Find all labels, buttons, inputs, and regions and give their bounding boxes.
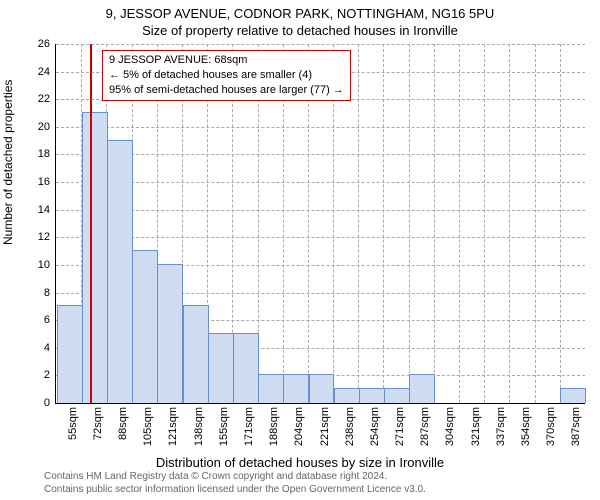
gridline-h xyxy=(56,237,585,238)
gridline-v xyxy=(535,44,536,403)
y-tick-label: 2 xyxy=(44,369,56,381)
y-tick-label: 4 xyxy=(44,342,56,354)
x-tick-label: 287sqm xyxy=(419,407,431,446)
x-tick-label: 138sqm xyxy=(193,407,205,446)
x-tick-label: 105sqm xyxy=(142,407,154,446)
y-tick-label: 18 xyxy=(38,148,56,160)
y-tick-label: 12 xyxy=(38,231,56,243)
gridline-h xyxy=(56,182,585,183)
histogram-bar xyxy=(409,374,435,403)
gridline-v xyxy=(560,44,561,403)
histogram-bar xyxy=(359,388,385,403)
gridline-h xyxy=(56,127,585,128)
reference-annotation-box: 9 JESSOP AVENUE: 68sqm ← 5% of detached … xyxy=(102,50,351,101)
gridline-v xyxy=(434,44,435,403)
histogram-bar xyxy=(309,374,335,403)
credits-block: Contains HM Land Registry data © Crown c… xyxy=(44,471,426,496)
gridline-h xyxy=(56,44,585,45)
x-axis-label: Distribution of detached houses by size … xyxy=(0,455,600,470)
histogram-bar xyxy=(107,140,133,403)
x-tick-label: 354sqm xyxy=(520,407,532,446)
x-tick-label: 370sqm xyxy=(545,407,557,446)
x-tick-label: 188sqm xyxy=(268,407,280,446)
histogram-bar xyxy=(57,305,83,403)
histogram-bar xyxy=(82,112,108,403)
gridline-h xyxy=(56,210,585,211)
gridline-v xyxy=(484,44,485,403)
y-tick-label: 22 xyxy=(38,93,56,105)
x-tick-label: 321sqm xyxy=(470,407,482,446)
histogram-bar xyxy=(157,264,183,403)
gridline-h xyxy=(56,154,585,155)
x-tick-label: 238sqm xyxy=(344,407,356,446)
gridline-v xyxy=(358,44,359,403)
histogram-bar xyxy=(208,333,234,403)
gridline-v xyxy=(383,44,384,403)
gridline-v xyxy=(409,44,410,403)
x-tick-label: 204sqm xyxy=(293,407,305,446)
x-tick-label: 121sqm xyxy=(167,407,179,446)
anno-line-2: ← 5% of detached houses are smaller (4) xyxy=(109,68,344,83)
x-tick-label: 304sqm xyxy=(444,407,456,446)
histogram-bar xyxy=(233,333,259,403)
chart-plot-area: 0246810121416182022242655sqm72sqm88sqm10… xyxy=(55,44,585,404)
x-tick-label: 155sqm xyxy=(218,407,230,446)
histogram-bar xyxy=(560,388,586,403)
gridline-v xyxy=(509,44,510,403)
histogram-bar xyxy=(283,374,309,403)
credits-line-2: Contains public sector information licen… xyxy=(44,484,426,497)
y-tick-label: 10 xyxy=(38,259,56,271)
y-tick-label: 6 xyxy=(44,314,56,326)
y-tick-label: 8 xyxy=(44,287,56,299)
x-tick-label: 254sqm xyxy=(369,407,381,446)
y-axis-label: Number of detached properties xyxy=(1,80,15,245)
x-tick-label: 171sqm xyxy=(243,407,255,446)
x-tick-label: 72sqm xyxy=(92,407,104,440)
anno-line-1: 9 JESSOP AVENUE: 68sqm xyxy=(109,53,344,68)
y-tick-label: 24 xyxy=(38,66,56,78)
histogram-bar xyxy=(334,388,360,403)
histogram-bar xyxy=(258,374,284,403)
y-tick-label: 14 xyxy=(38,204,56,216)
y-tick-label: 26 xyxy=(38,38,56,50)
x-tick-label: 387sqm xyxy=(570,407,582,446)
y-tick-label: 20 xyxy=(38,121,56,133)
x-tick-label: 337sqm xyxy=(495,407,507,446)
anno-line-3: 95% of semi-detached houses are larger (… xyxy=(109,83,344,98)
histogram-bar xyxy=(384,388,410,403)
x-tick-label: 271sqm xyxy=(394,407,406,446)
x-tick-label: 88sqm xyxy=(117,407,129,440)
page-title-address: 9, JESSOP AVENUE, CODNOR PARK, NOTTINGHA… xyxy=(0,6,600,21)
reference-line xyxy=(90,44,92,403)
page-subtitle: Size of property relative to detached ho… xyxy=(0,23,600,38)
x-tick-label: 55sqm xyxy=(67,407,79,440)
x-tick-label: 221sqm xyxy=(319,407,331,446)
y-tick-label: 16 xyxy=(38,176,56,188)
histogram-bar xyxy=(183,305,209,403)
histogram-bar xyxy=(132,250,158,403)
credits-line-1: Contains HM Land Registry data © Crown c… xyxy=(44,471,426,484)
y-tick-label: 0 xyxy=(44,397,56,409)
gridline-v xyxy=(459,44,460,403)
